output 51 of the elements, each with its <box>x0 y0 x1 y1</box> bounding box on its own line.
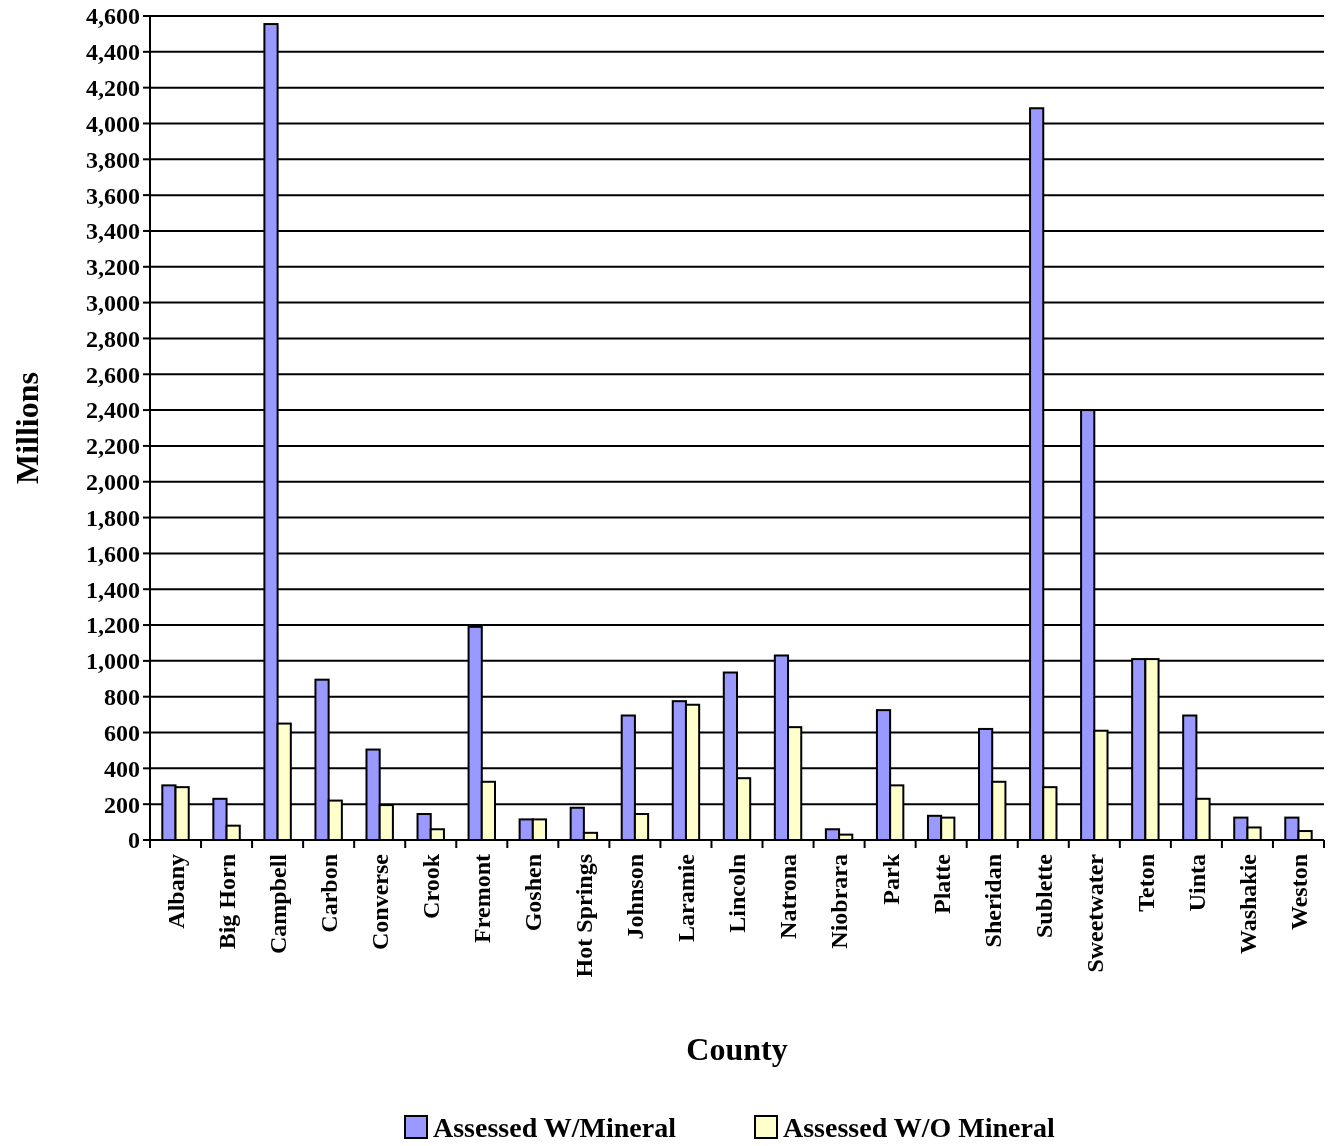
y-tick-label: 400 <box>104 755 140 782</box>
x-tick-label: Albany <box>162 854 189 929</box>
x-tick-label: Platte <box>928 853 955 914</box>
x-tick-label: Lincoln <box>724 854 751 933</box>
y-tick-label: 0 <box>128 827 140 854</box>
x-tick-label: Teton <box>1132 854 1159 912</box>
y-tick-label: 2,800 <box>86 325 140 352</box>
y-tick-label: 1,600 <box>86 540 140 567</box>
y-tick-label: 4,000 <box>86 110 140 137</box>
x-tick-label: Uinta <box>1183 854 1210 912</box>
y-tick-label: 1,200 <box>86 612 140 639</box>
x-tick-label: Sublette <box>1030 853 1057 938</box>
y-tick-label: 3,600 <box>86 182 140 209</box>
legend-label: Assessed W/Mineral <box>433 1111 677 1143</box>
x-tick-label: Natrona <box>775 854 802 939</box>
x-tick-label: Fremont <box>469 854 496 943</box>
x-tick-label: Johnson <box>622 854 649 940</box>
y-tick-label: 3,400 <box>86 218 140 245</box>
y-tick-label: 1,400 <box>86 576 140 603</box>
legend-label: Assessed W/O Mineral <box>783 1111 1055 1143</box>
y-tick-label: 1,800 <box>86 504 140 531</box>
y-axis-title: Millions <box>9 371 45 485</box>
y-tick-label: 4,200 <box>86 75 140 102</box>
y-tick-label: 1,000 <box>86 648 140 675</box>
x-tick-label: Big Horn <box>213 854 240 950</box>
x-tick-label: Park <box>877 853 904 905</box>
y-tick-label: 2,000 <box>86 469 140 496</box>
y-tick-label: 3,000 <box>86 290 140 317</box>
y-tick-label: 600 <box>104 719 140 746</box>
y-tick-label: 4,600 <box>86 3 140 30</box>
x-tick-label: Campbell <box>265 853 292 955</box>
y-tick-label: 200 <box>104 791 140 818</box>
y-tick-label: 4,400 <box>86 39 140 66</box>
x-axis-title: County <box>686 1031 788 1067</box>
x-tick-label: Laramie <box>673 853 700 942</box>
y-tick-label: 3,800 <box>86 146 140 173</box>
y-tick-label: 2,600 <box>86 361 140 388</box>
x-tick-label: Goshen <box>520 854 547 932</box>
y-tick-label: 2,200 <box>86 433 140 460</box>
x-tick-label: Niobrara <box>826 854 853 949</box>
x-tick-label: Converse <box>367 853 394 950</box>
x-tick-label: Carbon <box>316 854 343 933</box>
x-tick-label: Weston <box>1285 854 1312 931</box>
x-tick-label: Hot Springs <box>571 854 598 978</box>
x-tick-label: Sheridan <box>979 854 1006 948</box>
x-tick-label: Crook <box>418 853 445 919</box>
y-tick-label: 800 <box>104 684 140 711</box>
x-tick-label: Washakie <box>1234 853 1261 955</box>
x-tick-label: Sweetwater <box>1081 853 1108 973</box>
y-tick-label: 3,200 <box>86 254 140 281</box>
y-tick-label: 2,400 <box>86 397 140 424</box>
